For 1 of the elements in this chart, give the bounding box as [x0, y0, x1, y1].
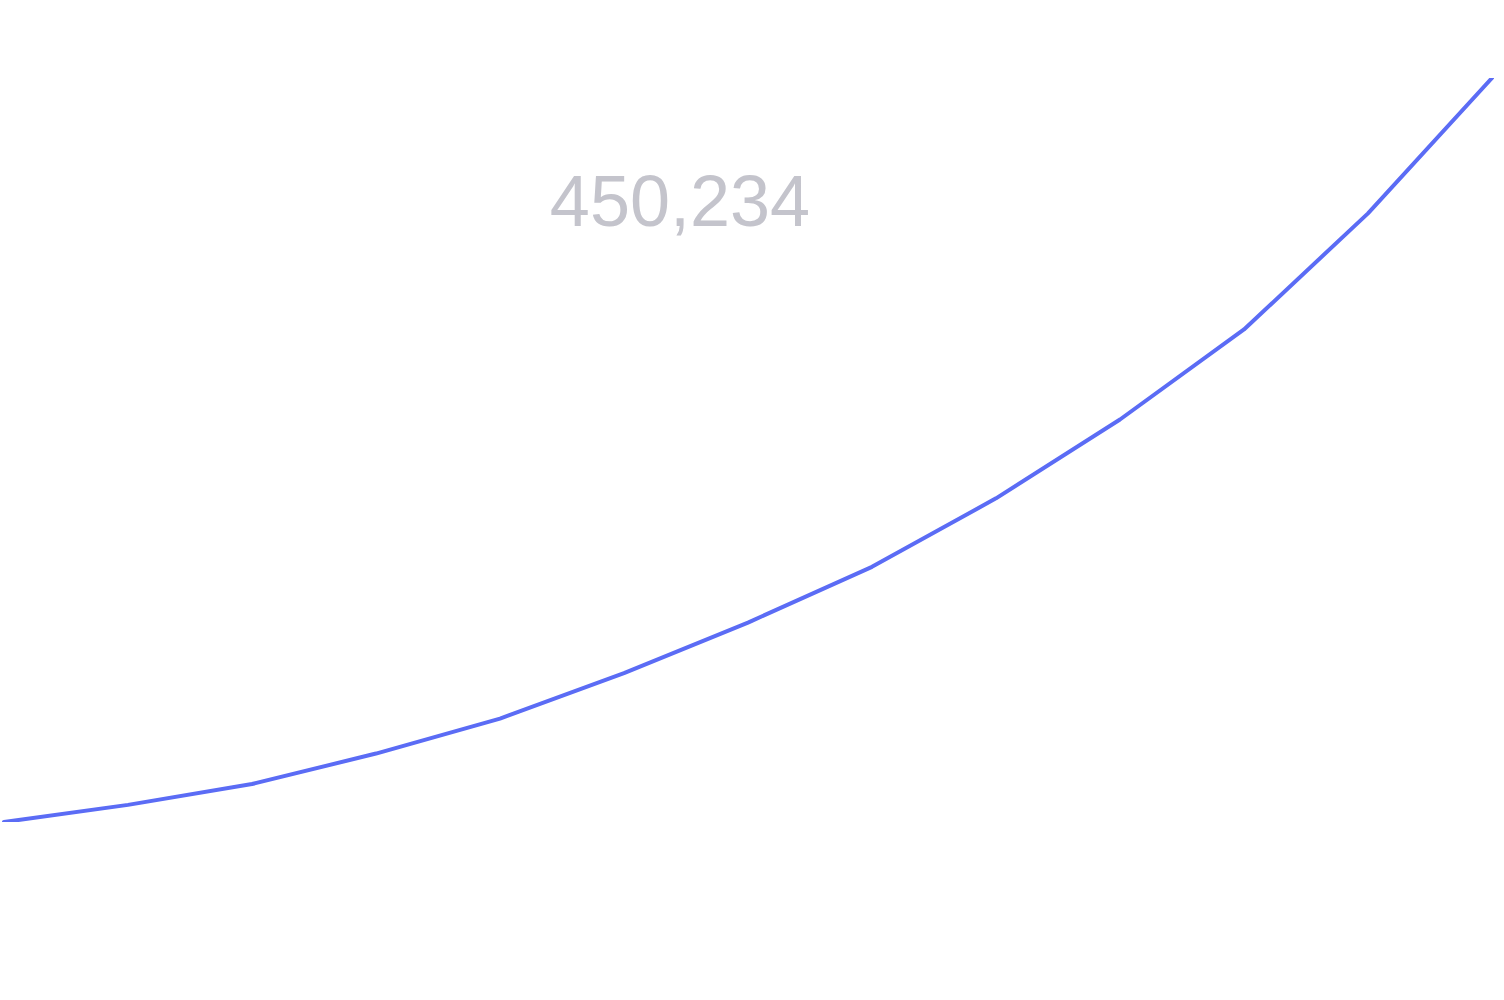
annotation: 450,234: [548, 160, 812, 242]
